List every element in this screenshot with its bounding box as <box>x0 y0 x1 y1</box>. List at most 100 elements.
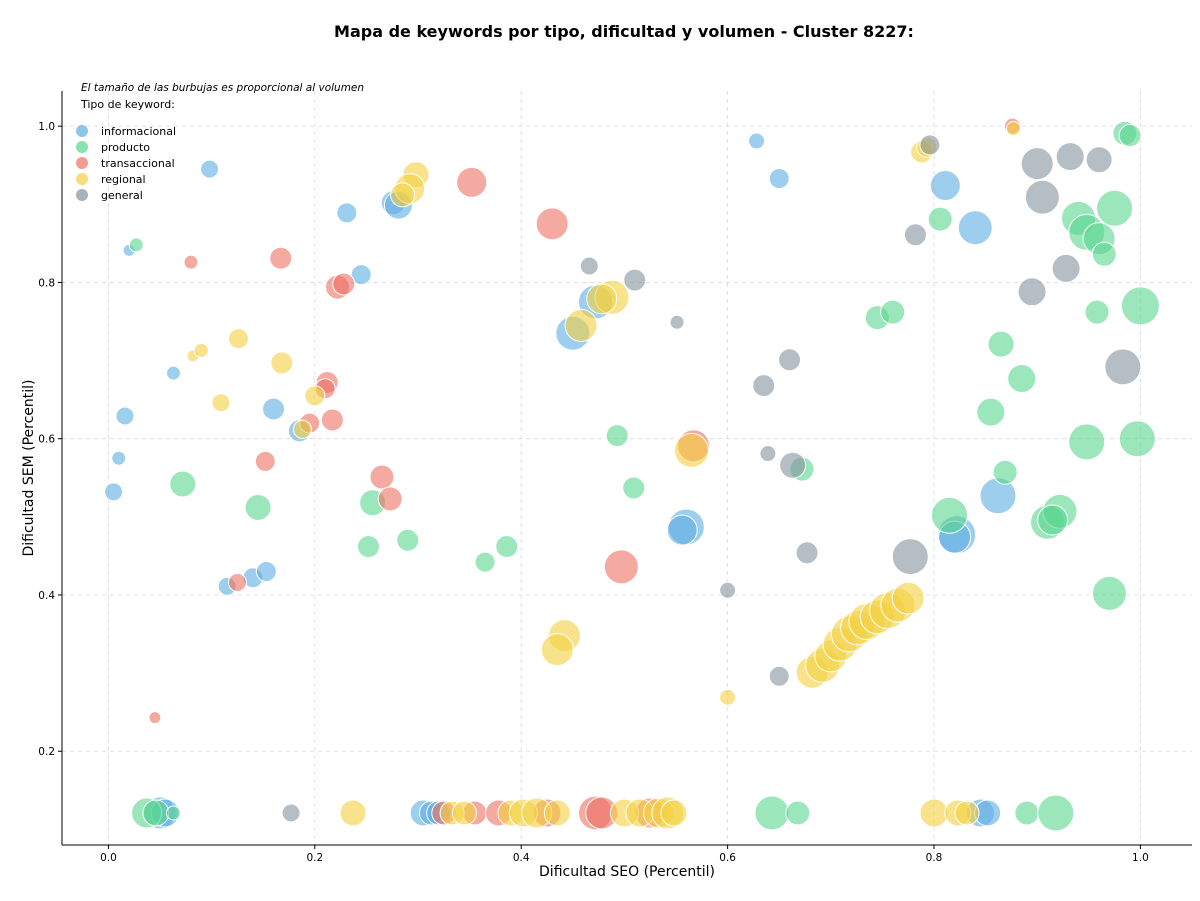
legend-items: informacional producto transaccional region… <box>76 125 176 202</box>
bubble-producto <box>622 476 646 500</box>
series-general <box>281 134 1142 823</box>
bubble-informacional <box>768 168 790 190</box>
bubble-regional <box>919 798 949 828</box>
bubble-general <box>1104 348 1142 386</box>
bubble-transaccional <box>369 464 395 490</box>
bubble-producto <box>1096 189 1134 227</box>
bubble-informacional <box>666 514 698 546</box>
y-tick-label: 0.6 <box>38 434 55 446</box>
legend-item-general: general <box>76 189 143 202</box>
bubble-producto <box>1084 299 1110 325</box>
legend-item-regional: regional <box>76 173 146 186</box>
bubble-producto <box>992 459 1018 485</box>
bubble-producto <box>356 535 380 559</box>
bubble-general <box>759 445 777 463</box>
bubble-transaccional <box>227 572 247 592</box>
ticks: 0.0 0.2 0.4 0.6 0.8 1.0 0.2 0.4 0.6 0.8 1.0 <box>38 121 1148 864</box>
x-tick-label: 0.8 <box>926 852 943 864</box>
bubble-producto <box>1120 286 1160 326</box>
bubble-regional <box>339 799 367 827</box>
bubble-informacional <box>350 264 372 286</box>
series-transaccional <box>148 117 1021 831</box>
bubble-producto <box>785 800 811 826</box>
bubble-regional <box>193 342 209 358</box>
bubble-transaccional <box>603 549 639 585</box>
bubble-regional <box>451 800 477 826</box>
bubble-general <box>795 541 819 565</box>
x-tick-label: 0.0 <box>100 852 117 864</box>
bubble-general <box>779 451 807 479</box>
x-tick-label: 1.0 <box>1132 852 1149 864</box>
bubble-regional <box>891 581 925 615</box>
bubble-regional <box>564 308 598 342</box>
bubble-producto <box>1118 124 1142 148</box>
x-axis-label: Dificultad SEO (Percentil) <box>539 864 715 880</box>
bubble-transaccional <box>377 486 403 512</box>
bubble-producto <box>244 493 272 521</box>
bubble-regional <box>390 182 416 208</box>
bubble-producto <box>474 551 496 573</box>
bubble-regional <box>292 419 312 439</box>
bubble-informacional <box>336 202 358 224</box>
bubble-general <box>719 581 737 599</box>
bubble-producto <box>165 805 181 821</box>
y-tick-label: 0.4 <box>38 590 55 602</box>
bubble-informacional <box>957 210 993 246</box>
legend-label: producto <box>101 141 150 154</box>
x-tick-label: 0.2 <box>306 852 323 864</box>
bubble-regional <box>211 393 231 413</box>
legend-item-producto: producto <box>76 141 150 154</box>
bubble-informacional <box>165 365 181 381</box>
bubble-general <box>579 256 599 276</box>
bubble-general <box>891 538 929 576</box>
bubble-informacional <box>748 132 766 150</box>
bubble-producto <box>495 535 519 559</box>
bubble-transaccional <box>148 711 162 725</box>
bubble-transaccional <box>535 207 569 241</box>
bubble-informacional <box>115 406 135 426</box>
grid <box>62 91 1192 845</box>
legend-label: transaccional <box>101 157 175 170</box>
bubble-general <box>1051 253 1081 283</box>
bubble-regional <box>586 283 618 315</box>
bubble-producto <box>880 299 906 325</box>
bubble-producto <box>142 799 170 827</box>
series-regional <box>186 121 1021 830</box>
bubble-general <box>1055 142 1085 172</box>
bubble-producto <box>987 330 1015 358</box>
bubble-producto <box>605 424 629 448</box>
legend-item-transaccional: transaccional <box>76 157 175 170</box>
bubble-general <box>281 803 301 823</box>
bubble-regional <box>1005 121 1021 137</box>
legend-label: general <box>101 189 143 202</box>
series-producto <box>128 120 1160 832</box>
bubble-regional <box>227 328 249 350</box>
bubble-producto <box>1068 423 1106 461</box>
legend-label: informacional <box>101 125 176 138</box>
bubble-regional <box>673 432 709 468</box>
legend-marker <box>76 141 88 153</box>
bubble-producto <box>754 795 790 831</box>
bubble-transaccional <box>183 254 199 270</box>
bubble-general <box>1017 277 1047 307</box>
chart-title: Mapa de keywords por tipo, dificultad y … <box>334 22 914 41</box>
bubble-producto <box>396 528 420 552</box>
legend-title: Tipo de keyword: <box>80 98 175 111</box>
bubble-producto <box>1118 420 1156 458</box>
bubble-informacional <box>262 397 286 421</box>
bubble-producto <box>1091 575 1127 611</box>
bubble-informacional <box>255 561 277 583</box>
bubble-general <box>778 348 802 372</box>
bubble-general <box>768 665 790 687</box>
bubble-producto <box>927 206 953 232</box>
bubble-transaccional <box>332 272 356 296</box>
x-tick-label: 0.6 <box>719 852 736 864</box>
axes <box>61 91 1192 846</box>
bubble-regional <box>543 799 571 827</box>
legend-marker <box>76 125 88 137</box>
bubble-general <box>623 268 647 292</box>
legend: El tamaño de las burbujas es proporciona… <box>76 82 364 202</box>
bubble-informacional <box>929 170 961 202</box>
legend-marker <box>76 157 88 169</box>
bubble-producto <box>169 470 197 498</box>
